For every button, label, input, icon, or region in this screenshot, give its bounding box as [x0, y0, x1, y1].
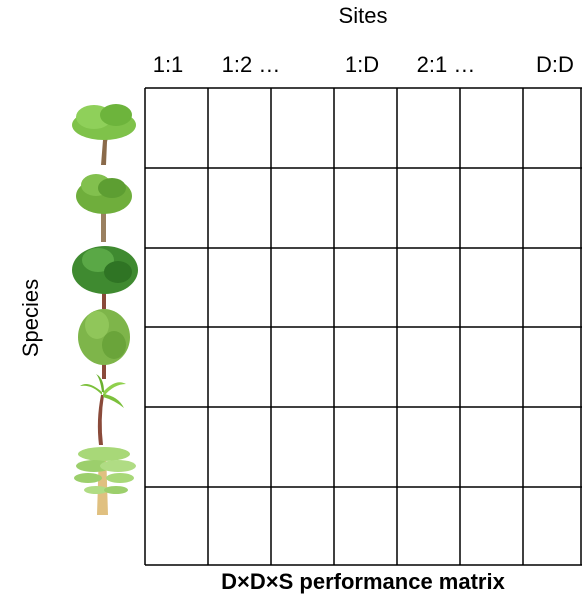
- tree-icons: [72, 104, 138, 515]
- column-label: D:D: [536, 52, 574, 77]
- matrix-caption: D×D×S performance matrix: [221, 569, 505, 594]
- column-label: 1:D: [345, 52, 379, 77]
- species-label: Species: [18, 279, 43, 357]
- column-label: 1:1: [153, 52, 184, 77]
- column-label: 1:2 …: [222, 52, 281, 77]
- matrix-grid: [144, 87, 582, 566]
- column-label: 2:1 …: [417, 52, 476, 77]
- sites-label: Sites: [339, 3, 388, 28]
